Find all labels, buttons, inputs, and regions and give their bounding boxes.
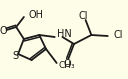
Text: S: S <box>12 51 18 61</box>
Text: Cl: Cl <box>114 30 123 40</box>
Text: Cl: Cl <box>79 11 88 21</box>
Text: HN: HN <box>57 29 71 39</box>
Text: OH: OH <box>29 10 44 20</box>
Text: O: O <box>63 59 71 69</box>
Text: CH₃: CH₃ <box>59 61 75 70</box>
Text: O: O <box>0 26 7 36</box>
